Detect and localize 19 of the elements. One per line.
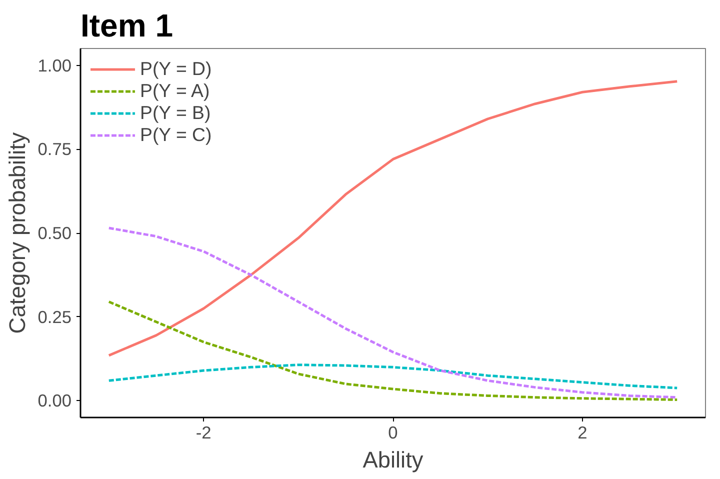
y-axis-title: Category probability	[4, 132, 30, 334]
x-tick-label: 2	[578, 422, 588, 442]
line-series	[108, 226, 678, 399]
legend-label: P(Y = A)	[140, 80, 210, 102]
x-axis-title: Ability	[362, 446, 424, 472]
line-series	[108, 364, 678, 390]
legend-label: P(Y = D)	[140, 58, 212, 80]
y-tick-label: 0.75	[38, 139, 72, 160]
y-tick-label: 0.50	[38, 223, 72, 243]
x-tick-label: 0	[388, 422, 398, 442]
y-tick-label: 0.25	[38, 306, 72, 327]
legend-label: P(Y = C)	[140, 124, 212, 146]
chart-title: Item 1	[80, 8, 173, 44]
line-series	[108, 300, 678, 401]
legend-label: P(Y = B)	[140, 102, 211, 124]
line-series	[108, 80, 678, 357]
y-tick-label: 1.00	[38, 55, 72, 76]
y-tick-label: 0.00	[38, 390, 72, 411]
x-tick-label: -2	[196, 422, 212, 442]
